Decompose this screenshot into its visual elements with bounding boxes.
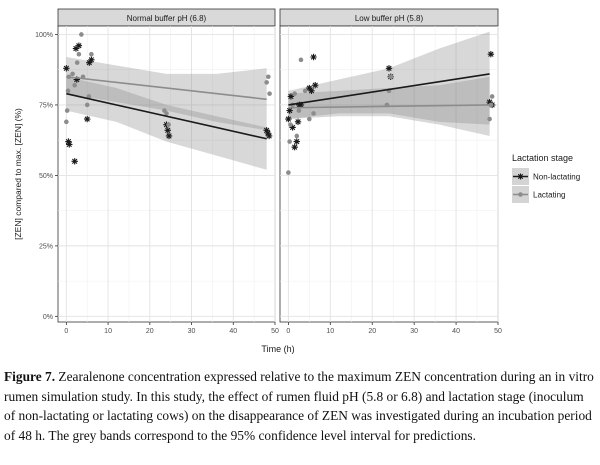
data-point-lactating [307, 116, 312, 122]
data-point-lactating [86, 94, 92, 99]
data-point-non-lactating [312, 82, 319, 89]
y-tick-label: 0% [43, 314, 53, 321]
data-point-non-lactating [73, 76, 80, 83]
data-point-lactating [264, 80, 269, 85]
data-point-non-lactating [63, 65, 70, 72]
data-point-non-lactating [71, 158, 78, 165]
data-point-non-lactating [65, 138, 72, 145]
data-point-lactating [489, 94, 495, 99]
y-tick-label: 25% [39, 243, 53, 250]
panel-strip-label: Normal buffer pH (6.8) [127, 14, 207, 23]
x-tick-label: 10 [104, 328, 112, 335]
data-point-non-lactating [88, 56, 95, 64]
panel-2: Low buffer pH (5.8) 0 10 20 30 40 50 [279, 8, 502, 335]
data-point-non-lactating [72, 45, 80, 52]
data-point-non-lactating [293, 138, 300, 145]
data-point-lactating [298, 57, 304, 63]
x-tick-label: 10 [326, 328, 334, 335]
data-point-non-lactating [291, 144, 298, 151]
x-tick-label: 0 [286, 328, 290, 335]
x-tick-label: 40 [229, 328, 237, 335]
data-point-non-lactating [75, 42, 83, 49]
data-point-lactating [311, 111, 316, 116]
data-point-lactating [287, 139, 292, 144]
data-point-lactating [65, 88, 71, 94]
data-point-lactating [487, 116, 492, 122]
legend-key-marker [517, 173, 524, 180]
data-point-non-lactating [306, 84, 313, 92]
caption-text: Zearalenone concentration expressed rela… [4, 369, 594, 443]
data-point-lactating [72, 82, 77, 88]
data-point-lactating [288, 122, 293, 127]
data-point-non-lactating [308, 87, 315, 95]
legend-key-marker [518, 192, 523, 197]
data-point-lactating [292, 91, 297, 96]
data-point-lactating [70, 71, 75, 77]
x-tick-label: 40 [452, 328, 460, 335]
panel-strip-label: Low buffer pH (5.8) [355, 14, 424, 23]
data-point-lactating [89, 51, 94, 57]
y-tick-label: 50% [39, 173, 53, 180]
data-point-non-lactating [287, 93, 295, 100]
x-tick-label: 20 [146, 328, 154, 335]
data-point-lactating [286, 170, 291, 175]
x-tick-label: 50 [494, 328, 502, 335]
data-point-lactating [166, 122, 171, 127]
data-point-non-lactating [285, 115, 292, 123]
figure-caption: Figure 7. Zearalenone concentration expr… [4, 367, 596, 445]
panel-1: Normal buffer pH (6.8) 0 10 20 30 40 50 0% 25% 50… [35, 8, 279, 335]
fit-line-non-lactating [66, 92, 267, 140]
data-point-lactating [64, 119, 69, 125]
data-point-lactating [488, 102, 494, 108]
data-point-lactating [164, 111, 169, 116]
data-point-non-lactating [487, 50, 495, 58]
data-point-lactating [64, 108, 70, 113]
figure-chart: Normal buffer pH (6.8) 0 10 20 30 40 50 0% 25% 50… [13, 8, 580, 354]
x-tick-label: 30 [410, 328, 418, 335]
data-point-non-lactating [294, 118, 302, 126]
data-point-lactating [294, 133, 300, 139]
data-point-non-lactating [297, 101, 305, 109]
fit-line-lactating [288, 104, 490, 109]
data-point-lactating [79, 32, 84, 37]
data-point-lactating [266, 74, 271, 80]
data-point-lactating [302, 88, 308, 94]
caption-label: Figure 7. [4, 369, 56, 384]
data-point-lactating [74, 60, 80, 65]
data-point-lactating [296, 108, 302, 113]
data-point-non-lactating [289, 124, 296, 131]
data-point-non-lactating [86, 59, 93, 66]
data-point-non-lactating [66, 141, 73, 148]
fit-line-non-lactating [288, 73, 490, 106]
data-point-non-lactating [165, 132, 173, 140]
data-point-non-lactating [486, 98, 493, 106]
x-tick-label: 50 [271, 328, 279, 335]
data-point-non-lactating [310, 53, 317, 61]
fit-line-lactating [66, 75, 267, 101]
data-point-non-lactating [84, 115, 91, 123]
data-point-non-lactating [164, 127, 171, 134]
data-point-non-lactating [264, 129, 272, 137]
data-point-lactating [267, 91, 272, 96]
data-point-non-lactating [265, 132, 273, 140]
data-point-lactating [84, 102, 90, 108]
legend-label: Lactating [533, 191, 565, 200]
legend: Lactation stage Non-lactating Lactating [512, 153, 580, 203]
y-axis-title: [ZEN] compared to max. [ZEN] (%) [13, 108, 23, 240]
y-tick-label: 100% [35, 32, 53, 39]
data-point-lactating [76, 51, 82, 57]
y-tick-label: 75% [39, 102, 53, 109]
x-tick-label: 20 [368, 328, 376, 335]
legend-label: Non-lactating [533, 173, 580, 182]
data-point-non-lactating [385, 65, 393, 72]
x-tick-label: 0 [64, 328, 68, 335]
x-axis-title: Time (h) [261, 344, 294, 354]
panel-plot-area [57, 25, 276, 323]
confidence-band-lactating [66, 57, 267, 131]
x-tick-label: 30 [188, 328, 196, 335]
data-point-lactating [388, 74, 394, 80]
data-point-non-lactating [286, 107, 293, 114]
data-point-non-lactating [263, 127, 270, 134]
legend-title: Lactation stage [512, 153, 573, 163]
